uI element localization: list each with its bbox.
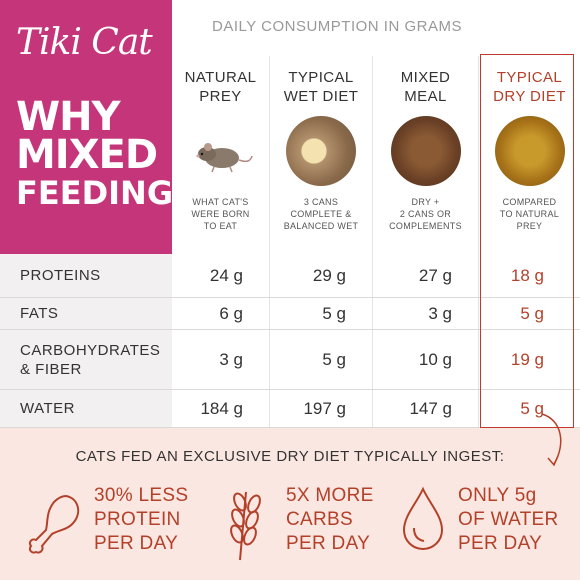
column-description: 3 CANS COMPLETE & BALANCED WET	[270, 196, 372, 232]
stat-carbs: 5X MORE CARBS PER DAY	[286, 484, 374, 556]
stat-protein: 30% LESS PROTEIN PER DAY	[94, 484, 188, 556]
table-cell-highlight: 19 g	[510, 349, 544, 369]
stat-line: PER DAY	[94, 533, 179, 554]
column-title-line2: WET DIET	[283, 88, 359, 105]
table-cell-highlight: 5 g	[520, 303, 544, 323]
column-description: COMPARED TO NATURAL PREY	[479, 196, 580, 232]
desc-line: PREY	[516, 221, 543, 231]
summary-title: CATS FED AN EXCLUSIVE DRY DIET TYPICALLY…	[75, 448, 505, 465]
row-label: WATER	[0, 390, 172, 427]
water-drop-icon	[400, 486, 446, 557]
desc-line: TO NATURAL	[499, 209, 560, 219]
column-title-line1: MIXED	[400, 69, 451, 86]
table-row: FATS 6 g 5 g 3 g 5 g	[0, 298, 580, 330]
table-cell-highlight: 18 g	[510, 265, 544, 285]
headline-line-3: FEEDING?	[16, 174, 192, 212]
stat-line: 5X MORE	[286, 485, 374, 506]
desc-line: 3 CANS	[303, 197, 339, 207]
stat-line: OF WATER	[458, 509, 559, 530]
column-title-line2: PREY	[199, 88, 242, 105]
stat-line: ONLY 5g	[458, 485, 537, 506]
stat-line: CARBS	[286, 509, 353, 530]
table-cell: 184 g	[172, 390, 270, 427]
table-cell: 10 g	[373, 330, 479, 389]
logo-text: Tiki Cat	[16, 22, 153, 63]
stat-line: PER DAY	[286, 533, 371, 554]
table-cell: 3 g	[172, 330, 270, 389]
column-typical-dry-diet: TYPICAL DRY DIET COMPARED TO NATURAL PRE…	[479, 56, 580, 254]
brand-panel: Tiki Cat WHY MIXED FEEDING?	[0, 0, 192, 254]
curved-arrow-icon	[536, 410, 570, 477]
row-label: PROTEINS	[0, 254, 172, 297]
row-label-text: FATS	[20, 305, 59, 322]
nutrition-table: PROTEINS 24 g 29 g 27 g 18 g FATS 6 g 5 …	[0, 254, 580, 428]
row-label-text: & FIBER	[20, 360, 82, 378]
desc-line: COMPARED	[502, 197, 557, 207]
table-row: CARBOHYDRATES & FIBER 3 g 5 g 10 g 19 g	[0, 330, 580, 390]
table-cell: 29 g	[270, 254, 373, 297]
column-title-line2: DRY DIET	[493, 88, 566, 105]
column-title-line2: MEAL	[404, 88, 447, 105]
column-title: MIXED MEAL	[373, 68, 478, 106]
row-label: CARBOHYDRATES & FIBER	[0, 330, 172, 389]
desc-line: DRY +	[411, 197, 440, 207]
stat-water: ONLY 5g OF WATER PER DAY	[458, 484, 559, 556]
row-label-text: WATER	[20, 400, 75, 417]
desc-line: TO EAT	[203, 221, 238, 231]
column-title-line1: TYPICAL	[288, 69, 354, 86]
column-description: WHAT CAT'S WERE BORN TO EAT	[172, 196, 269, 232]
consumption-title: DAILY CONSUMPTION IN GRAMS	[212, 18, 462, 35]
table-cell: 5 g	[270, 330, 373, 389]
headline: WHY MIXED FEEDING?	[16, 94, 192, 212]
headline-line-1: WHY	[16, 94, 121, 140]
headline-line-2: MIXED	[16, 132, 158, 178]
column-typical-wet-diet: TYPICAL WET DIET 3 CANS COMPLETE & BALAN…	[270, 56, 373, 254]
desc-line: COMPLETE &	[290, 209, 352, 219]
row-label-text: CARBOHYDRATES	[20, 341, 161, 359]
table-row: WATER 184 g 197 g 147 g 5 g	[0, 390, 580, 428]
table-row: PROTEINS 24 g 29 g 27 g 18 g	[0, 254, 580, 298]
desc-line: BALANCED WET	[283, 221, 359, 231]
stat-line: PER DAY	[458, 533, 543, 554]
table-cell: 5 g	[270, 298, 373, 329]
column-title: TYPICAL WET DIET	[270, 68, 372, 106]
desc-line: WHAT CAT'S	[192, 197, 249, 207]
column-title-line1: NATURAL	[184, 69, 257, 86]
table-cell: 197 g	[270, 390, 373, 427]
table-cell: 6 g	[172, 298, 270, 329]
column-description: DRY + 2 CANS OR COMPLEMENTS	[373, 196, 478, 232]
mixed-food-image	[390, 116, 461, 186]
table-cell-highlight: 5 g	[520, 398, 544, 418]
mouse-icon	[186, 116, 256, 186]
table-cell: 3 g	[373, 298, 479, 329]
column-mixed-meal: MIXED MEAL DRY + 2 CANS OR COMPLEMENTS	[373, 56, 479, 254]
desc-line: COMPLEMENTS	[389, 221, 462, 231]
table-cell: 27 g	[373, 254, 479, 297]
desc-line: 2 CANS OR	[399, 209, 452, 219]
column-title-line1: TYPICAL	[496, 69, 563, 86]
column-natural-prey: NATURAL PREY WHAT CAT'S WERE BORN TO EAT	[172, 56, 270, 254]
table-cell: 147 g	[373, 390, 479, 427]
stat-line: PROTEIN	[94, 509, 181, 530]
wheat-icon	[226, 482, 270, 567]
column-title: NATURAL PREY	[172, 68, 269, 106]
column-title: TYPICAL DRY DIET	[479, 68, 580, 106]
tiki-cat-logo: Tiki Cat	[16, 22, 153, 63]
table-cell: 24 g	[172, 254, 270, 297]
desc-line: WERE BORN	[191, 209, 250, 219]
stat-line: 30% LESS	[94, 485, 189, 506]
row-label: FATS	[0, 298, 172, 329]
bottom-summary: CATS FED AN EXCLUSIVE DRY DIET TYPICALLY…	[0, 428, 580, 580]
dry-kibble-image	[494, 116, 565, 186]
wet-food-image	[286, 116, 356, 186]
row-label-text: PROTEINS	[20, 267, 101, 284]
drumstick-icon	[26, 490, 84, 565]
